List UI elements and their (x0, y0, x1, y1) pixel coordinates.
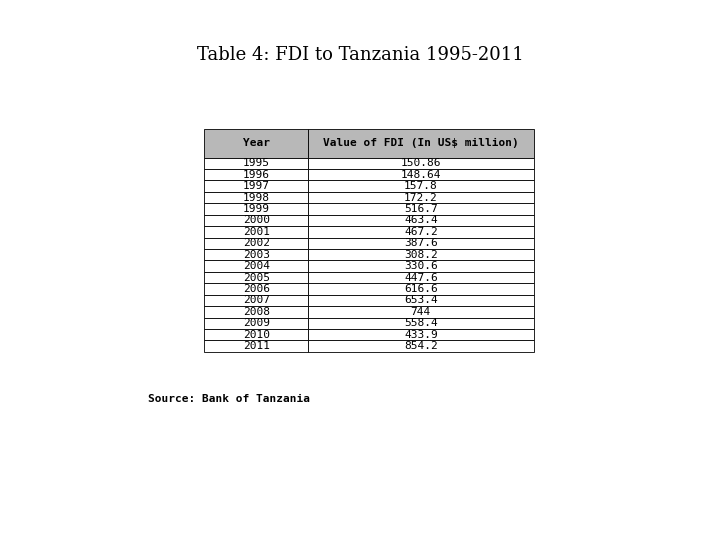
Bar (308, 318, 534, 329)
Text: 2001: 2001 (243, 227, 270, 237)
Bar (204, 129, 308, 158)
Text: 558.4: 558.4 (404, 318, 438, 328)
Text: 1995: 1995 (243, 158, 270, 168)
Bar (204, 249, 308, 260)
Text: 467.2: 467.2 (404, 227, 438, 237)
Text: 330.6: 330.6 (404, 261, 438, 271)
Bar (204, 329, 308, 341)
Bar (204, 158, 308, 169)
Text: 308.2: 308.2 (404, 249, 438, 260)
Bar (308, 215, 534, 226)
Bar (204, 284, 308, 295)
Bar (308, 341, 534, 352)
Bar (204, 192, 308, 203)
Text: 2005: 2005 (243, 273, 270, 282)
Bar (308, 284, 534, 295)
Bar (308, 129, 534, 158)
Text: Year: Year (243, 138, 270, 149)
Text: Table 4: FDI to Tanzania 1995-2011: Table 4: FDI to Tanzania 1995-2011 (197, 46, 523, 64)
Bar (308, 272, 534, 284)
Text: 148.64: 148.64 (400, 170, 441, 180)
Text: 157.8: 157.8 (404, 181, 438, 191)
Text: 2007: 2007 (243, 295, 270, 306)
Text: 2000: 2000 (243, 215, 270, 225)
Bar (204, 306, 308, 318)
Bar (204, 203, 308, 215)
Text: 2010: 2010 (243, 330, 270, 340)
Text: 616.6: 616.6 (404, 284, 438, 294)
Bar (308, 306, 534, 318)
Text: 2006: 2006 (243, 284, 270, 294)
Text: 2009: 2009 (243, 318, 270, 328)
Bar (204, 295, 308, 306)
Bar (308, 169, 534, 180)
Text: 1999: 1999 (243, 204, 270, 214)
Bar (204, 272, 308, 284)
Bar (204, 169, 308, 180)
Bar (204, 180, 308, 192)
Bar (204, 215, 308, 226)
Text: 2003: 2003 (243, 249, 270, 260)
Bar (308, 192, 534, 203)
Bar (204, 260, 308, 272)
Text: 447.6: 447.6 (404, 273, 438, 282)
Text: 2004: 2004 (243, 261, 270, 271)
Bar (204, 238, 308, 249)
Text: 1998: 1998 (243, 193, 270, 202)
Text: 854.2: 854.2 (404, 341, 438, 351)
Text: 2008: 2008 (243, 307, 270, 317)
Text: 516.7: 516.7 (404, 204, 438, 214)
Text: 172.2: 172.2 (404, 193, 438, 202)
Bar (308, 180, 534, 192)
Text: 387.6: 387.6 (404, 238, 438, 248)
Bar (204, 318, 308, 329)
Text: 1997: 1997 (243, 181, 270, 191)
Bar (308, 238, 534, 249)
Bar (308, 158, 534, 169)
Text: 744: 744 (410, 307, 431, 317)
Text: 433.9: 433.9 (404, 330, 438, 340)
Bar (308, 260, 534, 272)
Text: 2011: 2011 (243, 341, 270, 351)
Text: 463.4: 463.4 (404, 215, 438, 225)
Bar (308, 226, 534, 238)
Text: 653.4: 653.4 (404, 295, 438, 306)
Bar (308, 249, 534, 260)
Bar (308, 329, 534, 341)
Bar (308, 203, 534, 215)
Bar (204, 341, 308, 352)
Text: 1996: 1996 (243, 170, 270, 180)
Text: Source: Bank of Tanzania: Source: Bank of Tanzania (148, 395, 310, 404)
Text: 2002: 2002 (243, 238, 270, 248)
Bar (204, 226, 308, 238)
Text: Value of FDI (In US$ million): Value of FDI (In US$ million) (323, 138, 518, 149)
Text: 150.86: 150.86 (400, 158, 441, 168)
Bar (308, 295, 534, 306)
